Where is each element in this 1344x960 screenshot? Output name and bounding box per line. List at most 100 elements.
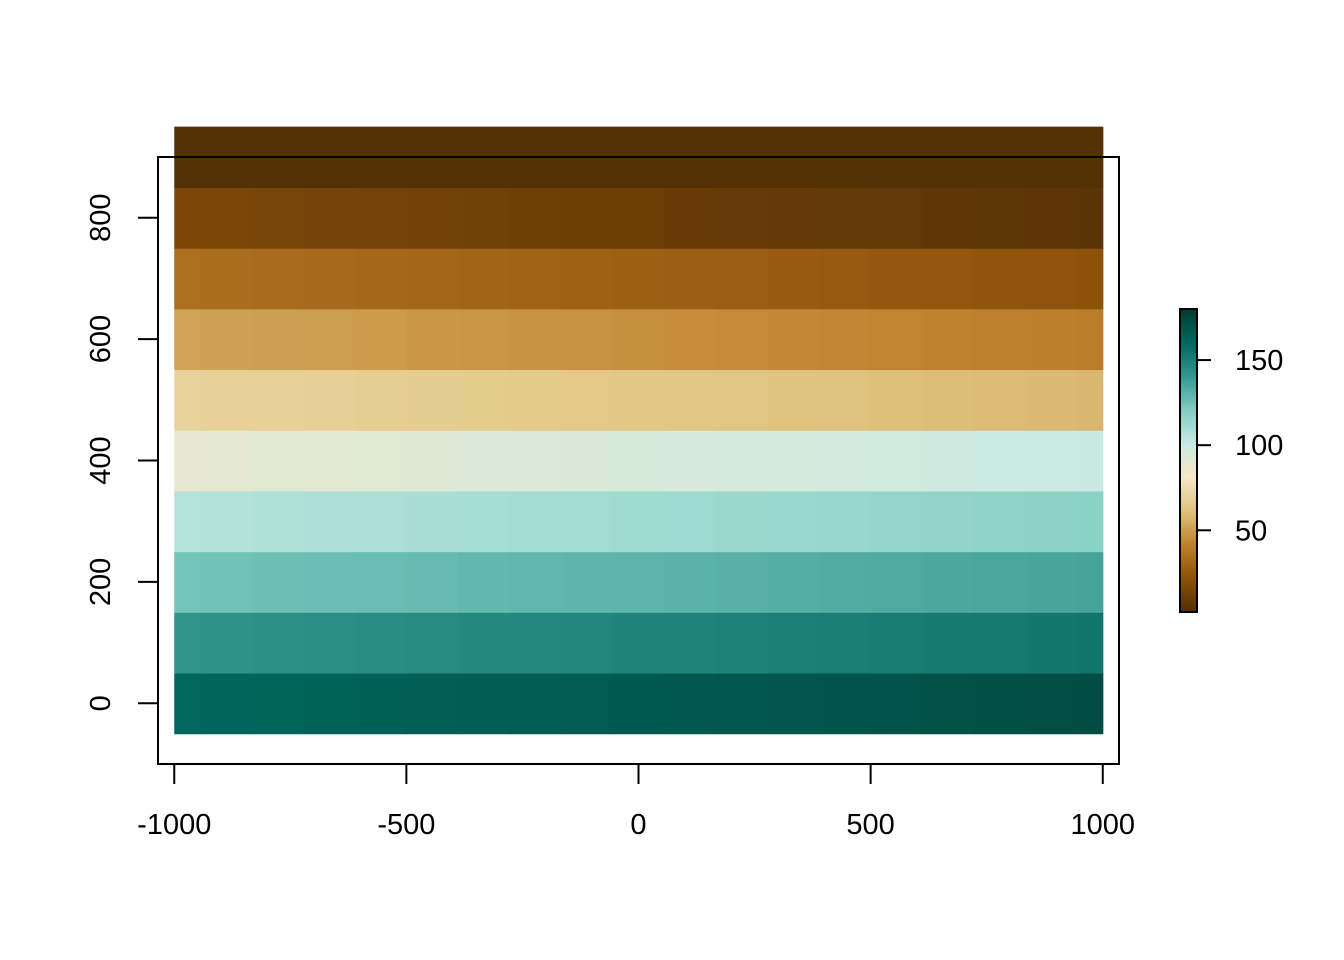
heatmap-cell (174, 308, 201, 371)
heatmap-cell (870, 551, 923, 613)
heatmap-cell (174, 551, 201, 613)
heatmap-cell (509, 369, 562, 431)
heatmap-cell (251, 551, 304, 613)
heatmap-cell (303, 672, 356, 735)
heatmap-cell (354, 672, 407, 735)
heatmap-cell (715, 430, 768, 492)
heatmap-cell (612, 490, 665, 553)
heatmap-cell (174, 430, 201, 492)
colorbar-tick-label: 100 (1235, 430, 1283, 462)
heatmap-cell (406, 248, 459, 310)
heatmap-cell (509, 612, 562, 674)
heatmap-cell (973, 187, 1027, 249)
heatmap-cell (973, 551, 1027, 613)
heatmap-cell (200, 672, 253, 735)
heatmap-cell (200, 551, 253, 613)
heatmap-cell (1076, 672, 1104, 735)
heatmap-cell (1076, 612, 1104, 674)
heatmap-cell (406, 430, 459, 492)
heatmap-cell (406, 308, 459, 371)
heatmap-cell (561, 490, 614, 553)
heatmap-cell (664, 490, 717, 553)
heatmap-cell (870, 612, 923, 674)
heatmap-cell (303, 369, 356, 431)
heatmap-cell (818, 430, 872, 492)
heatmap-cell (767, 490, 820, 553)
heatmap-cell (767, 551, 820, 613)
heatmap-cell (612, 187, 665, 249)
heatmap-cell (612, 672, 665, 735)
heatmap-cell (870, 187, 923, 249)
heatmap-cell (818, 551, 872, 613)
heatmap-cell (509, 248, 562, 310)
heatmap-cell (200, 248, 253, 310)
heatmap-cell (561, 369, 614, 431)
heatmap-cell (870, 430, 923, 492)
y-tick-label: 600 (85, 315, 117, 363)
heatmap-cell (251, 369, 304, 431)
heatmap-cell (818, 612, 872, 674)
heatmap-cell (715, 369, 768, 431)
heatmap-cell (870, 490, 923, 553)
heatmap-cell (715, 672, 768, 735)
heatmap-cell (715, 490, 768, 553)
heatmap-cell (922, 369, 975, 431)
y-axis: 0 200 400 600 800 (85, 194, 159, 711)
heatmap-cell (354, 612, 407, 674)
heatmap-cell (303, 551, 356, 613)
heatmap-cell (458, 369, 511, 431)
heatmap-cell (174, 187, 201, 249)
heatmap-cell (1025, 612, 1078, 674)
heatmap-cell (715, 308, 768, 371)
heatmap-cell (200, 430, 253, 492)
y-tick-label: 0 (85, 695, 117, 711)
x-tick-label: 0 (630, 809, 646, 841)
heatmap-cell (1025, 248, 1078, 310)
y-tick-label: 800 (85, 194, 117, 242)
heatmap-cell (406, 369, 459, 431)
heatmap-cell (715, 187, 768, 249)
heatmap-cell (922, 672, 975, 735)
heatmap-cell (303, 490, 356, 553)
y-tick-label: 400 (85, 436, 117, 484)
heatmap-cell (303, 187, 356, 249)
heatmap-cell (1076, 551, 1104, 613)
heatmap-cell (458, 672, 511, 735)
heatmap-cell (612, 612, 665, 674)
heatmap-cell (870, 308, 923, 371)
heatmap-cell (1076, 490, 1104, 553)
heatmap-cell (1025, 551, 1078, 613)
heatmap-cell (612, 551, 665, 613)
heatmap-cell (561, 248, 614, 310)
heatmap-cell (303, 612, 356, 674)
heatmap-cell (251, 187, 304, 249)
x-tick-label: 500 (846, 809, 894, 841)
heatmap-cell (664, 248, 717, 310)
heatmap-cell (1025, 308, 1078, 371)
heatmap-cell (715, 248, 768, 310)
heatmap-cell (354, 490, 407, 553)
heatmap-cell (1076, 308, 1104, 371)
heatmap-cell (922, 490, 975, 553)
colorbar-tick-label: 150 (1235, 345, 1283, 377)
heatmap-cell (458, 308, 511, 371)
heatmap-cell (1076, 248, 1104, 310)
heatmap-cell (509, 430, 562, 492)
heatmap-cell (612, 248, 665, 310)
heatmap-cell (922, 308, 975, 371)
heatmap-cell (664, 672, 717, 735)
heatmap-cell (561, 612, 614, 674)
heatmap-cell (818, 308, 872, 371)
heatmap-cell (174, 612, 201, 674)
heatmap-cell (458, 612, 511, 674)
heatmap-cell (973, 612, 1027, 674)
x-tick-label: 1000 (1070, 809, 1135, 841)
heatmap-cell (509, 187, 562, 249)
heatmap-cell (1025, 369, 1078, 431)
heatmap-cell (354, 551, 407, 613)
heatmap-cell (509, 308, 562, 371)
heatmap-cell (251, 612, 304, 674)
heatmap-cell (664, 612, 717, 674)
heatmap-cell (406, 612, 459, 674)
